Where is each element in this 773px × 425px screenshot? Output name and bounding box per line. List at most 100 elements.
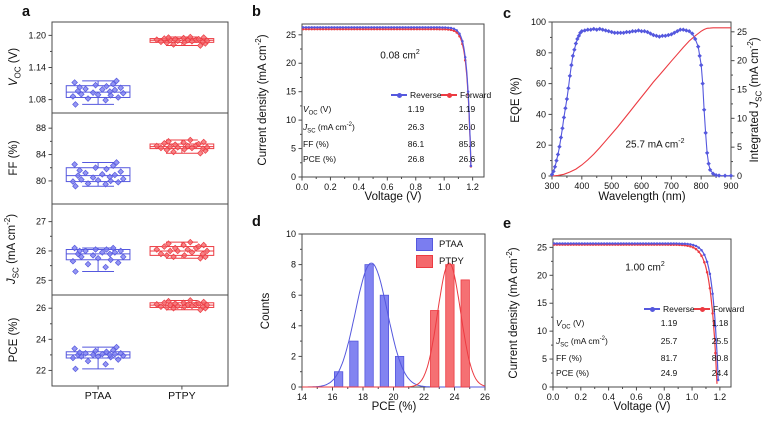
metric-label: VOC (V) — [556, 318, 585, 331]
svg-text:25: 25 — [737, 27, 747, 37]
panel-b-jv-table: Reverse Forward VOC (V) 1.19 1.19 JSC (m… — [303, 90, 493, 164]
legend-reverse-label: Reverse — [410, 90, 442, 100]
svg-text:1.0: 1.0 — [438, 182, 451, 192]
metric-value: 80.8 — [711, 353, 729, 364]
panel-e-chart: 0.0 0.2 0.4 0.6 0.8 1.0 1.2 0 5 10 15 20 25 — [537, 238, 732, 402]
metric-value: 26.6 — [458, 153, 476, 164]
svg-text:26: 26 — [36, 246, 46, 256]
svg-text:0.4: 0.4 — [353, 182, 366, 192]
svg-text:0.0: 0.0 — [547, 392, 560, 402]
axis-title-pce-hist: PCE (%) — [371, 401, 417, 413]
metric-label: JSC (mA cm-2) — [303, 121, 355, 135]
svg-text:10: 10 — [537, 326, 547, 336]
svg-text:4: 4 — [291, 321, 296, 331]
svg-text:20: 20 — [388, 392, 398, 402]
svg-text:700: 700 — [664, 181, 679, 191]
svg-text:0: 0 — [291, 172, 296, 182]
metric-value: 1.19 — [407, 104, 425, 115]
panel-d-legend: PTAA PTPY — [416, 238, 464, 268]
spacer — [303, 90, 391, 100]
svg-text:20: 20 — [536, 140, 546, 150]
panel-e-jv-table: Reverse Forward VOC (V) 1.19 1.18 JSC (m… — [556, 304, 746, 378]
svg-text:0: 0 — [737, 171, 742, 181]
metric-label: FF (%) — [556, 353, 582, 364]
svg-text:400: 400 — [574, 181, 589, 191]
svg-text:26: 26 — [480, 392, 490, 402]
metric-value: 24.4 — [711, 367, 729, 378]
panel-c-label: c — [503, 6, 512, 22]
panel-e-label: e — [503, 216, 512, 232]
panel-a-chart: 1.08 1.14 1.20 80 84 88 25 26 27 22 24 26 PTAA PTPY — [28, 21, 229, 402]
axis-title-voltage-e: Voltage (V) — [613, 401, 671, 413]
svg-text:1.20: 1.20 — [28, 30, 46, 40]
svg-text:88: 88 — [36, 123, 46, 133]
svg-text:0.2: 0.2 — [324, 182, 337, 192]
panel-b-legend-reverse: Reverse — [391, 90, 442, 100]
svg-text:5: 5 — [542, 354, 547, 364]
panel-b-chart: 0.0 0.2 0.4 0.6 0.8 1.0 1.2 0 5 10 15 20 25 — [286, 23, 485, 192]
panel-e-legend-reverse: Reverse — [644, 304, 695, 314]
svg-text:26: 26 — [36, 303, 46, 313]
forward-line-marker-icon — [441, 92, 457, 97]
panel-b-area-annotation: 0.08 cm2 — [380, 49, 420, 62]
metric-value: 1.19 — [660, 318, 678, 329]
svg-text:27: 27 — [36, 217, 46, 227]
svg-text:1.0: 1.0 — [686, 392, 699, 402]
legend-forward-label: Forward — [460, 90, 492, 100]
panel-a-label: a — [22, 4, 31, 20]
svg-text:5: 5 — [737, 142, 742, 152]
metric-label: PCE (%) — [303, 153, 337, 164]
svg-text:1.08: 1.08 — [28, 95, 46, 105]
svg-text:80: 80 — [536, 48, 546, 58]
svg-text:16: 16 — [327, 392, 337, 402]
panel-d-label: d — [252, 214, 261, 230]
axis-title-eqe: EQE (%) — [510, 77, 522, 123]
axis-title-current-density-b: Current density (mA cm-2) — [254, 34, 269, 166]
svg-text:84: 84 — [36, 150, 46, 160]
svg-text:2: 2 — [291, 351, 296, 361]
svg-text:22: 22 — [419, 392, 429, 402]
svg-text:5: 5 — [291, 144, 296, 154]
axis-title-current-density-e: Current density (mA cm-2) — [505, 247, 520, 379]
metric-value: 26.8 — [407, 153, 425, 164]
svg-text:100: 100 — [531, 17, 546, 27]
metric-value: 26.0 — [458, 121, 476, 132]
svg-text:10: 10 — [737, 113, 747, 123]
svg-text:0.6: 0.6 — [630, 392, 643, 402]
legend-item-ptaa: PTAA — [416, 238, 464, 251]
svg-text:1.2: 1.2 — [466, 182, 479, 192]
svg-text:300: 300 — [544, 181, 559, 191]
metric-value: 26.3 — [407, 121, 425, 132]
legend-item-ptpy: PTPY — [416, 255, 464, 268]
axis-title-pce: PCE (%) — [8, 317, 20, 363]
metric-value: 86.1 — [407, 139, 425, 150]
svg-text:900: 900 — [723, 181, 738, 191]
metric-value: 25.5 — [711, 335, 729, 346]
metric-label: PCE (%) — [556, 367, 590, 378]
svg-text:0: 0 — [291, 382, 296, 392]
svg-text:14: 14 — [297, 392, 307, 402]
svg-text:15: 15 — [537, 298, 547, 308]
metric-value: 24.9 — [660, 367, 678, 378]
panel-c-jsc-annotation: 25.7 mA cm-2 — [625, 138, 685, 151]
svg-text:15: 15 — [737, 84, 747, 94]
svg-text:1.14: 1.14 — [28, 63, 46, 73]
svg-text:8: 8 — [291, 260, 296, 270]
svg-text:0: 0 — [542, 382, 547, 392]
svg-text:25: 25 — [537, 242, 547, 252]
svg-text:0: 0 — [541, 171, 546, 181]
svg-text:20: 20 — [737, 56, 747, 66]
svg-text:0.4: 0.4 — [602, 392, 615, 402]
svg-text:PTPY: PTPY — [168, 390, 195, 402]
metric-label: VOC (V) — [303, 104, 332, 117]
svg-text:600: 600 — [634, 181, 649, 191]
legend-ptaa-label: PTAA — [439, 239, 464, 250]
svg-text:18: 18 — [358, 392, 368, 402]
svg-text:22: 22 — [36, 365, 46, 375]
legend-reverse-label: Reverse — [663, 304, 695, 314]
metric-value: 85.8 — [458, 139, 476, 150]
svg-text:10: 10 — [286, 229, 296, 239]
